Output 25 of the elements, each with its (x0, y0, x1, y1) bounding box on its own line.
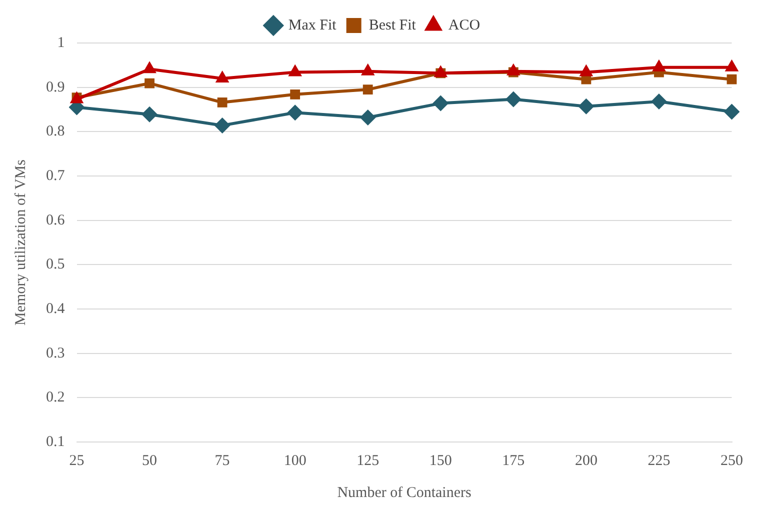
x-tick-label: 150 (429, 452, 452, 469)
y-tick-label: 0.6 (46, 212, 66, 228)
legend-label: ACO (448, 17, 480, 34)
x-tick-label: 25 (69, 452, 84, 469)
x-tick-label: 75 (214, 452, 230, 469)
x-tick-label: 200 (574, 452, 598, 469)
legend-label: Max Fit (288, 17, 338, 34)
y-tick-label: 0.4 (46, 300, 66, 317)
legend-label: Best Fit (368, 17, 417, 34)
y-tick-label: 0.5 (46, 256, 65, 273)
y-tick-label: 0.2 (46, 390, 65, 406)
y-tick-label: 0.1 (46, 434, 65, 450)
x-axis-title: Number of Containers (337, 484, 472, 501)
y-tick-label: 1 (57, 34, 65, 51)
y-tick-label: 0.9 (46, 79, 65, 96)
x-tick-label: 125 (356, 452, 380, 469)
y-tick-label: 0.8 (46, 124, 65, 140)
x-tick-label: 100 (284, 452, 306, 469)
x-tick-label: 225 (648, 452, 670, 469)
y-tick-label: 0.3 (46, 345, 65, 362)
x-tick-label: 175 (502, 452, 525, 469)
x-tick-label: 50 (142, 452, 158, 469)
y-axis-title: Memory utilization of VMs (12, 159, 29, 326)
x-tick-label: 250 (720, 452, 743, 469)
y-tick-label: 0.7 (46, 168, 66, 184)
